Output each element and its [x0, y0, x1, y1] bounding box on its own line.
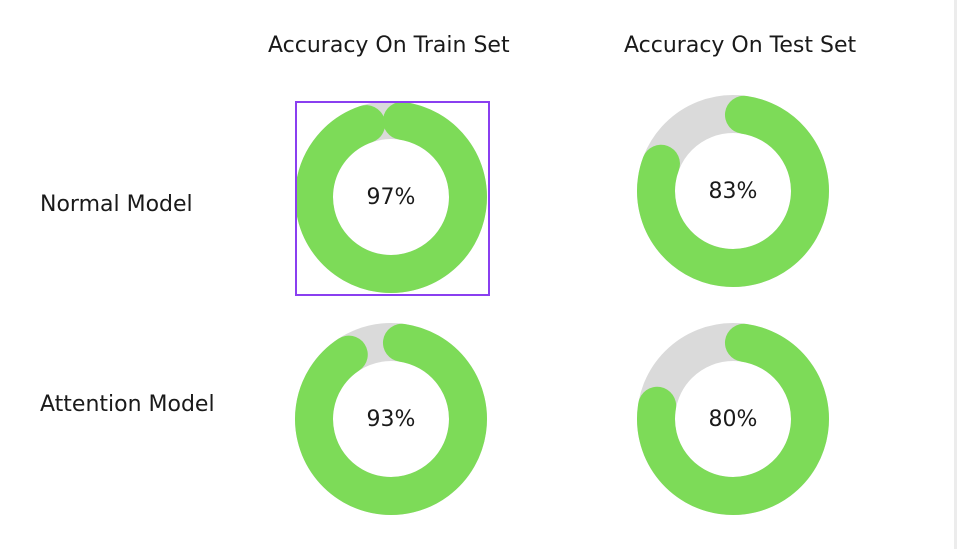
gauge-normal-train[interactable]: 97%: [293, 99, 489, 295]
row-label-normal-model: Normal Model: [40, 192, 193, 217]
gauge-normal-train-ring: [295, 100, 487, 293]
gauge-normal-test-fill-arc: [637, 94, 829, 287]
gauge-attention-test-ring: [637, 323, 829, 515]
gauge-normal-test[interactable]: 83%: [635, 93, 831, 289]
column-title-test: Accuracy On Test Set: [624, 33, 857, 58]
gauge-normal-train-value: 97%: [366, 184, 416, 210]
row-label-attention-model: Attention Model: [40, 392, 215, 417]
gauge-attention-test-fill-arc: [637, 323, 829, 515]
gauge-attention-train-value: 93%: [366, 406, 416, 432]
gauge-normal-test-value: 83%: [708, 178, 758, 204]
gauge-normal-train-fill-arc: [295, 100, 487, 293]
gauge-attention-test-value: 80%: [708, 406, 758, 432]
gauge-normal-test-ring: [637, 94, 829, 287]
gauge-attention-train-ring: [295, 323, 487, 515]
right-border: [954, 0, 957, 549]
gauge-attention-test[interactable]: 80%: [635, 321, 831, 517]
gauge-attention-train-fill-arc: [295, 323, 487, 515]
column-title-train: Accuracy On Train Set: [268, 33, 510, 58]
gauge-attention-train[interactable]: 93%: [293, 321, 489, 517]
